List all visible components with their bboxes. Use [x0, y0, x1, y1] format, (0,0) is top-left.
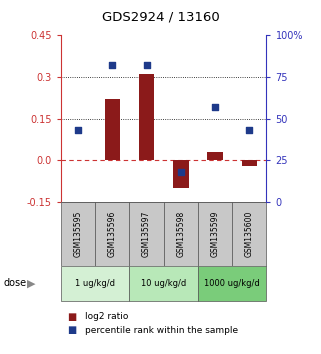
Point	[75, 127, 81, 133]
Point	[110, 63, 115, 68]
Text: 1 ug/kg/d: 1 ug/kg/d	[75, 279, 115, 288]
Bar	[105, 99, 120, 160]
Bar	[232, 202, 266, 266]
Text: GSM135599: GSM135599	[211, 210, 220, 257]
Text: 10 ug/kg/d: 10 ug/kg/d	[141, 279, 186, 288]
Bar	[207, 152, 223, 160]
Text: percentile rank within the sample: percentile rank within the sample	[85, 326, 238, 335]
Text: 1000 ug/kg/d: 1000 ug/kg/d	[204, 279, 260, 288]
Text: GDS2924 / 13160: GDS2924 / 13160	[102, 10, 219, 23]
Point	[144, 63, 149, 68]
Point	[178, 169, 183, 175]
Bar	[198, 202, 232, 266]
Bar	[95, 202, 129, 266]
Text: ■: ■	[67, 325, 77, 335]
Bar	[164, 202, 198, 266]
Text: ▶: ▶	[27, 278, 36, 288]
Bar	[242, 160, 257, 166]
Bar	[173, 160, 188, 188]
Text: GSM135596: GSM135596	[108, 210, 117, 257]
Text: GSM135598: GSM135598	[176, 211, 185, 257]
Bar	[129, 202, 164, 266]
Bar	[198, 266, 266, 301]
Text: GSM135600: GSM135600	[245, 210, 254, 257]
Text: log2 ratio: log2 ratio	[85, 312, 128, 321]
Text: dose: dose	[3, 278, 26, 288]
Text: GSM135597: GSM135597	[142, 210, 151, 257]
Bar	[61, 202, 95, 266]
Bar	[139, 74, 154, 160]
Point	[213, 104, 218, 110]
Text: ■: ■	[67, 312, 77, 322]
Bar	[129, 266, 198, 301]
Bar	[61, 266, 129, 301]
Text: GSM135595: GSM135595	[74, 210, 82, 257]
Point	[247, 127, 252, 133]
